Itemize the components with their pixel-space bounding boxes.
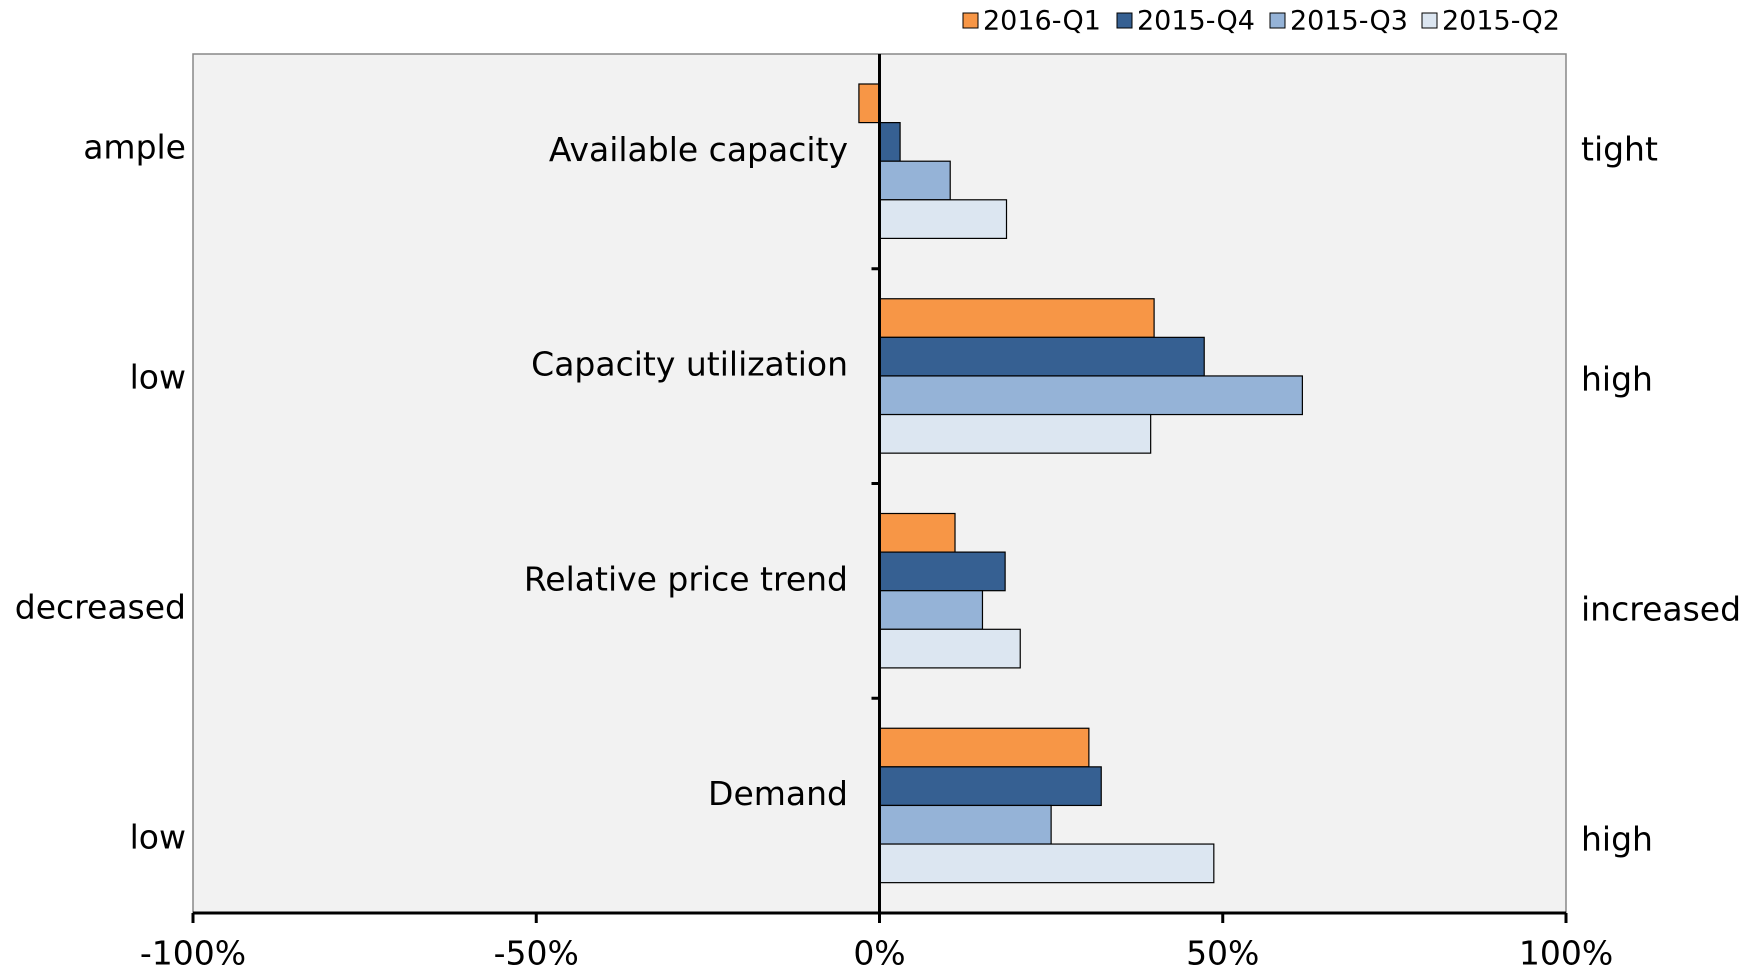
legend-label: 2015-Q3	[1290, 6, 1408, 37]
left-label: low	[130, 818, 186, 857]
bar	[878, 336, 1205, 377]
legend-swatch	[1269, 12, 1286, 29]
legend-swatch	[1116, 12, 1133, 29]
category-label: Capacity utilization	[531, 345, 848, 384]
bar	[878, 375, 1303, 416]
legend-label: 2016-Q1	[983, 6, 1101, 37]
right-label: high	[1581, 360, 1653, 399]
right-label: increased	[1581, 590, 1741, 629]
legend-label: 2015-Q4	[1137, 6, 1255, 37]
bar	[878, 843, 1215, 884]
bar	[878, 298, 1155, 338]
bar	[878, 512, 956, 553]
bar	[858, 83, 881, 124]
bar	[878, 551, 1006, 592]
bar	[878, 804, 1052, 845]
category-label: Demand	[708, 774, 848, 813]
right-label: high	[1581, 820, 1653, 859]
x-tick-label: 0%	[853, 934, 905, 973]
bar	[878, 121, 901, 162]
bar	[878, 199, 1008, 240]
legend-label: 2015-Q2	[1442, 6, 1560, 37]
bar	[878, 766, 1102, 807]
right-label: tight	[1581, 130, 1658, 169]
bar	[878, 590, 984, 630]
category-label: Relative price trend	[524, 559, 848, 598]
category-label: Available capacity	[549, 130, 848, 169]
left-label: low	[130, 358, 186, 397]
bar	[878, 413, 1152, 454]
x-tick-label: 100%	[1519, 934, 1613, 973]
x-tick-label: -100%	[140, 934, 246, 973]
bar	[878, 727, 1090, 768]
legend-swatch	[962, 12, 979, 29]
left-label: ample	[83, 128, 186, 167]
left-label: decreased	[15, 588, 186, 627]
x-tick-label: 50%	[1186, 934, 1259, 973]
legend-swatch	[1421, 12, 1438, 29]
bar	[878, 160, 951, 201]
bar	[878, 628, 1021, 669]
x-tick-label: -50%	[494, 934, 579, 973]
